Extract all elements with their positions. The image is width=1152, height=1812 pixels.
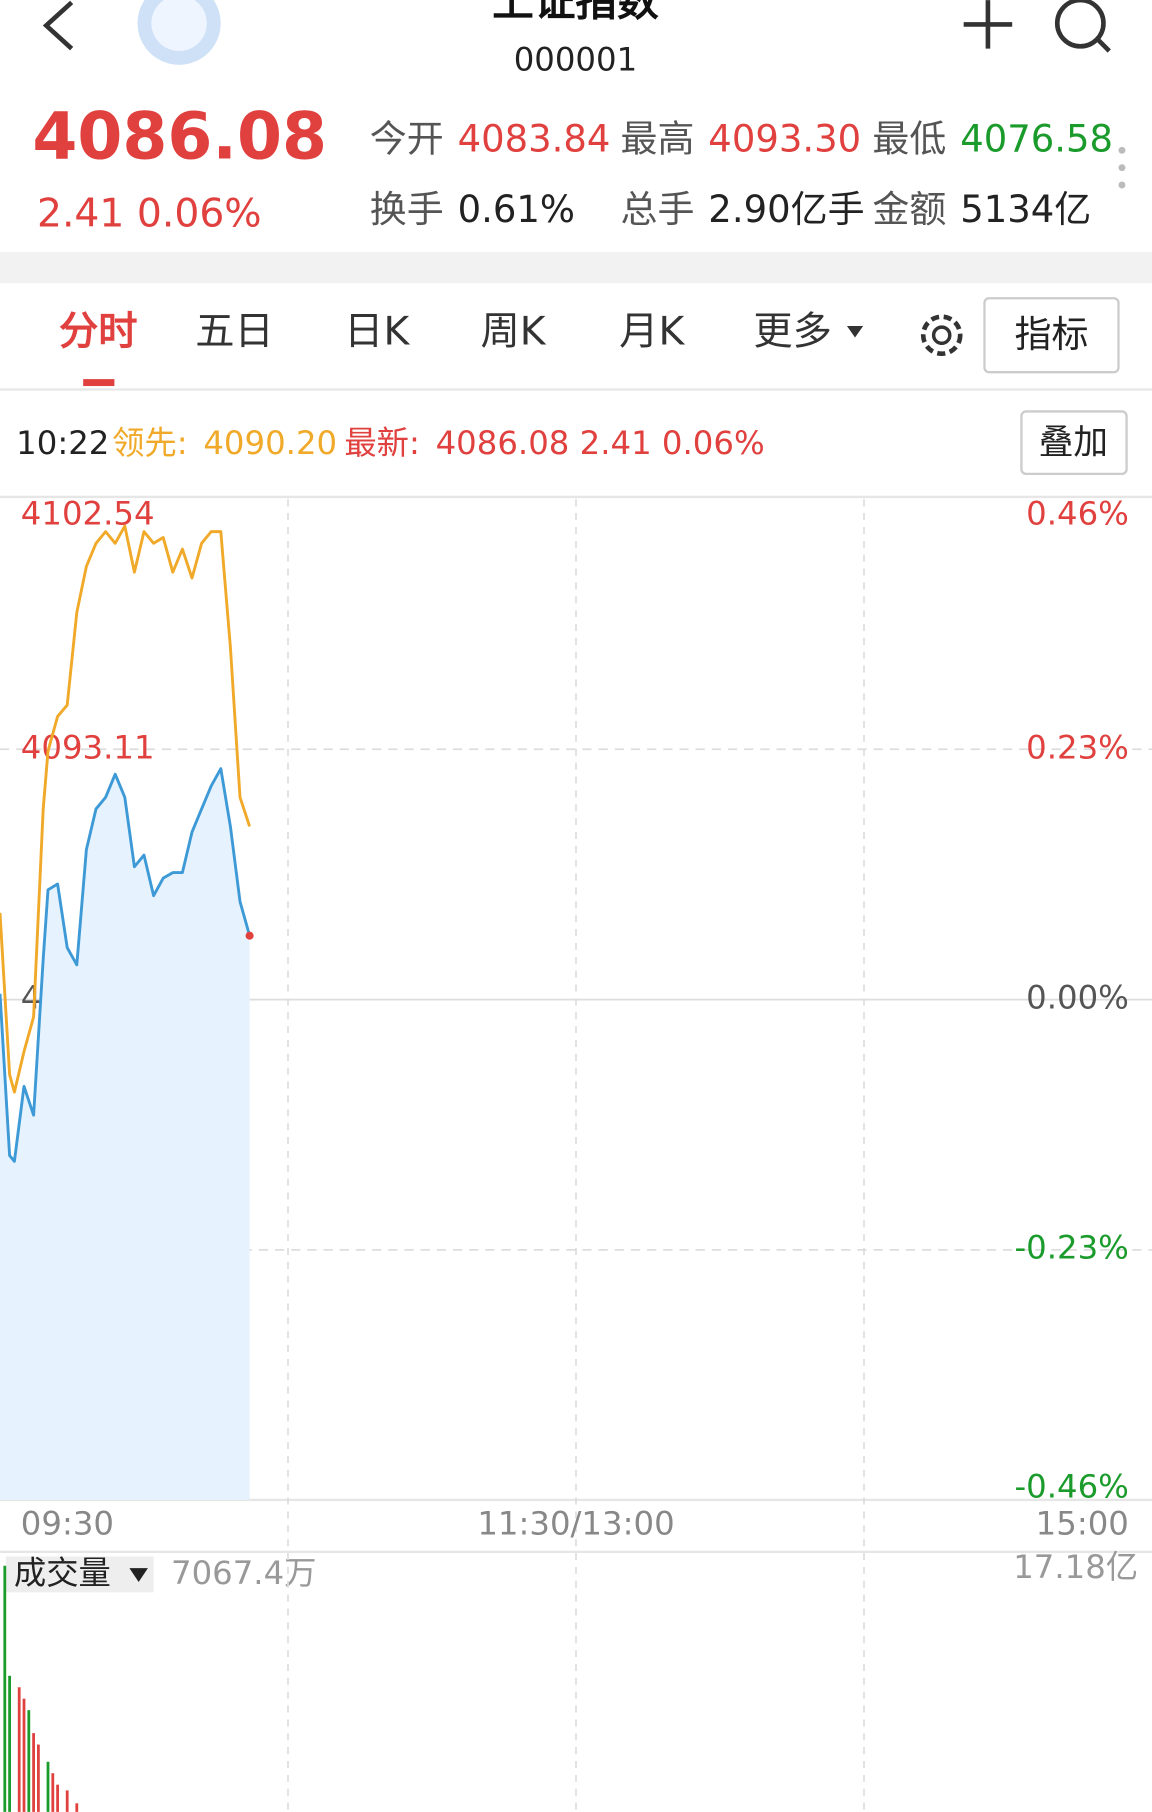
price-change: 2.41 0.06% [37, 192, 262, 237]
indicator-button-label: 指标 [1015, 313, 1089, 356]
tab[interactable]: 分时 [59, 310, 138, 355]
volume-selector[interactable] [5, 1556, 154, 1593]
y-tick-label: 4102.54 [21, 494, 155, 532]
tab[interactable]: 五日 [195, 310, 274, 355]
price-area [0, 768, 250, 1500]
volume-bar [56, 1784, 59, 1812]
y2-tick-label: -0.46% [1014, 1467, 1128, 1505]
stat-label: 最低 [872, 118, 946, 161]
y2-tick-label: 0.46% [1026, 494, 1129, 532]
last-point [245, 931, 254, 940]
more-dots[interactable] [1118, 146, 1126, 189]
y2-tick-label: -0.23% [1014, 1229, 1128, 1267]
tab[interactable]: 日K [344, 310, 410, 355]
stat-label: 金额 [872, 188, 946, 231]
latest-name: 最新: [344, 424, 420, 462]
x-tick-label: 09:30 [21, 1504, 114, 1542]
price-line [0, 767, 251, 1163]
y2-tick-label: 0.00% [1026, 979, 1129, 1017]
y2-tick-label: 0.23% [1026, 728, 1129, 766]
info-time: 10:22 [16, 424, 109, 462]
volume-title: 成交量 [14, 1554, 111, 1592]
stat-label: 今开 [370, 118, 444, 161]
stat-value: 5134亿 [960, 188, 1091, 231]
stat-label: 换手 [370, 188, 444, 231]
latest-value: 4086.08 2.41 0.06% [436, 424, 765, 462]
price-line [0, 524, 251, 1094]
indicator-button[interactable] [983, 297, 1120, 374]
x-tick-label: 11:30/13:00 [477, 1504, 674, 1542]
separator [0, 252, 1152, 284]
volume-bar [27, 1710, 31, 1812]
volume-dropdown-arrow [129, 1568, 148, 1582]
tab[interactable]: 周K [481, 310, 547, 355]
search-button[interactable] [1054, 0, 1111, 53]
lead-name: 领先: [112, 424, 188, 462]
volume-bar [3, 1565, 7, 1812]
stat-label: 最高 [620, 118, 694, 161]
volume-bar [51, 1773, 55, 1812]
back-button[interactable] [42, 0, 74, 51]
stat-value: 4093.30 [708, 118, 861, 161]
lead-value: 4090.20 [203, 424, 337, 462]
settings-button[interactable] [920, 314, 963, 356]
price: 4086.08 [32, 100, 327, 175]
y-tick-label: 4093.11 [21, 728, 155, 766]
volume-bar [65, 1790, 69, 1812]
volume-bar [32, 1733, 35, 1812]
volume-bar [46, 1761, 50, 1812]
avatar-face [151, 0, 207, 51]
title: 上证指数 [492, 0, 659, 26]
stat-label: 总手 [620, 188, 694, 231]
stat-value: 4076.58 [960, 118, 1113, 161]
volume-current: 7067.4万 [171, 1554, 317, 1592]
tab[interactable]: 更多 [753, 310, 832, 355]
more-arrow [846, 325, 864, 338]
volume-bar [75, 1803, 79, 1812]
tab[interactable]: 月K [619, 310, 685, 355]
volume-bar [17, 1687, 21, 1812]
overlay-button-label: 叠加 [1039, 423, 1108, 463]
stat-value: 4083.84 [458, 118, 611, 161]
tab-indicator [83, 379, 115, 387]
overlay-button[interactable] [1020, 410, 1128, 476]
volume-tick-label: 17.18亿 [1013, 1548, 1138, 1586]
x-tick-label: 15:00 [1036, 1504, 1129, 1542]
stat-value: 0.61% [458, 188, 575, 231]
code: 000001 [514, 40, 637, 78]
volume-bar [37, 1744, 40, 1812]
volume-bar [8, 1675, 11, 1812]
stat-value: 2.90亿手 [708, 188, 864, 231]
volume-bar [22, 1698, 26, 1812]
add-button[interactable] [963, 0, 1013, 49]
